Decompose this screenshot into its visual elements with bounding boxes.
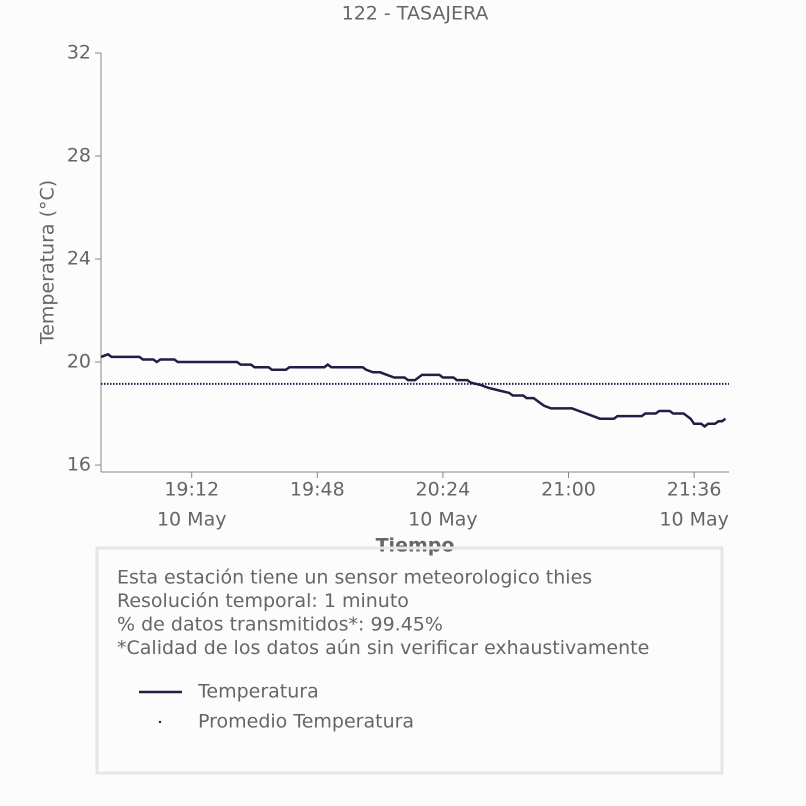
info-text: Esta estación tiene un sensor meteorolog… (117, 567, 592, 589)
y-tick-label: 16 (67, 454, 91, 476)
legend-swatch (158, 720, 162, 724)
y-tick-label: 24 (67, 248, 91, 270)
info-text: % de datos transmitidos*: 99.45% (117, 614, 443, 636)
legend-label: Temperatura (197, 681, 319, 703)
x-tick-label: 20:24 (416, 479, 471, 501)
x-tick-sublabel: 10 May (157, 509, 227, 531)
series-line (100, 352, 727, 428)
x-tick-sublabel: 10 May (408, 509, 478, 531)
legend-label: Promedio Temperatura (198, 711, 414, 733)
y-tick-label: 32 (67, 42, 91, 64)
x-tick-label: 19:48 (290, 479, 345, 501)
x-tick-sublabel: 10 May (659, 509, 729, 531)
y-tick-label: 28 (67, 145, 91, 167)
x-tick-label: 21:00 (541, 479, 596, 501)
x-axis-label: Tiempo (376, 535, 455, 557)
y-tick-label: 20 (67, 351, 91, 373)
chart-title: 122 - TASAJERA (342, 3, 489, 25)
x-tick-label: 19:12 (164, 479, 219, 501)
info-box (95, 546, 724, 775)
y-axis-label: Temperatura (°C) (37, 180, 59, 345)
x-tick-label: 21:36 (667, 479, 722, 501)
info-text: Resolución temporal: 1 minuto (117, 590, 409, 612)
info-text: *Calidad de los datos aún sin verificar … (117, 637, 649, 659)
